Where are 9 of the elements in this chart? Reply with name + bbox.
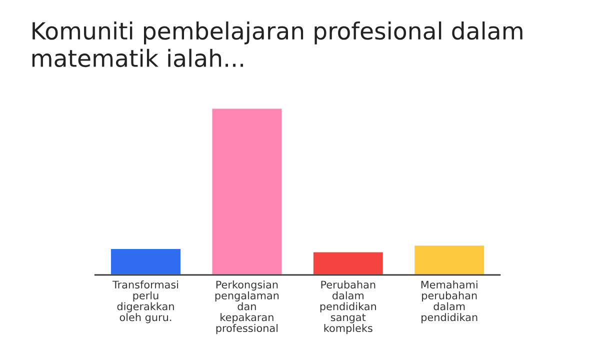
bar [210,108,284,275]
bar [312,250,384,275]
bar [413,244,486,275]
chart-title: Komuniti pembelajaran profesional dalam matematik ialah... [32,21,522,68]
x-tick-label: Perubahan dalam pendidikan sangat kompleks [320,280,376,334]
bar [110,248,182,275]
x-tick-label: Perkongsian pengalaman dan kepakaran professional [215,280,279,334]
x-tick-label: Transformasi perlu digerakkan oleh guru. [112,280,178,324]
x-tick-label: Memahami perubahan dalam pendidikan [421,280,478,324]
